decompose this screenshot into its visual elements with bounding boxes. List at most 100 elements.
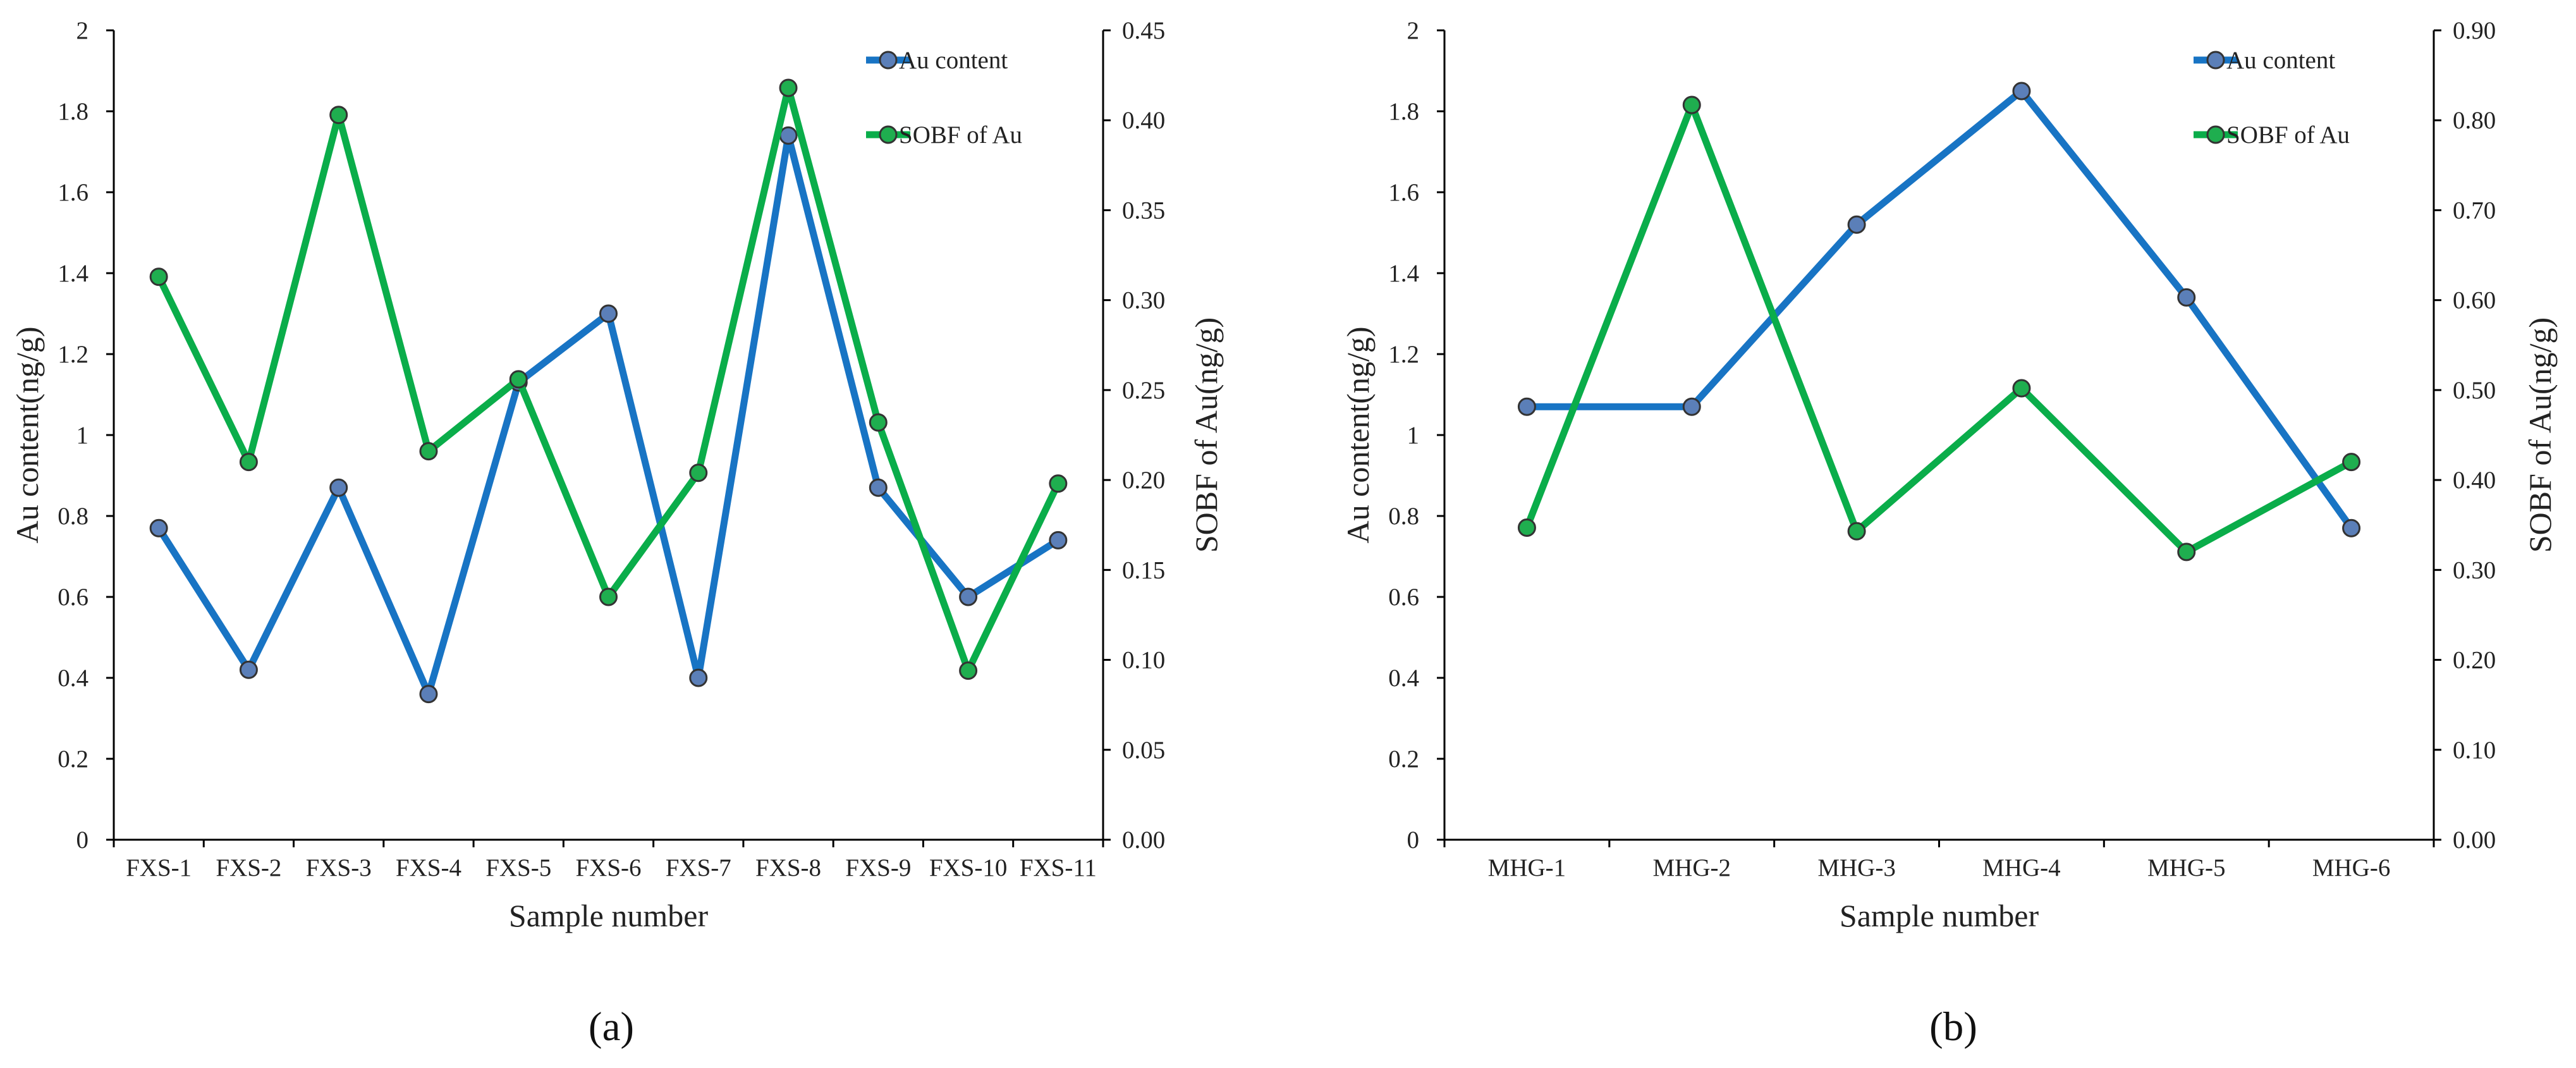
y-right-tick-label: 0.15 xyxy=(1122,556,1165,584)
series-line-au-content xyxy=(1523,87,2355,532)
data-point-au-content xyxy=(2342,519,2361,537)
x-tick-label: MHG-5 xyxy=(2147,854,2226,881)
data-point-au-content xyxy=(869,478,888,497)
data-point-sobf-of-au xyxy=(2342,453,2361,472)
data-point-au-content xyxy=(419,685,438,704)
data-point-au-content xyxy=(2012,82,2031,101)
data-point-sobf-of-au xyxy=(329,106,348,125)
chart-panel-b: (b) 0 0.2 0.4 0.6 0.8 1 1.2 1.4 1.6 1.8 2 0.00 0.10 0… xyxy=(1340,17,2558,1050)
y-left-tick-label: 1.4 xyxy=(1388,260,1419,287)
y-right-tick-label: 0.00 xyxy=(1122,826,1165,854)
y-axis-right-title: SOBF of Au(ng/g) xyxy=(1188,317,1224,553)
y-left-tick-label: 1.8 xyxy=(1388,98,1419,125)
data-point-au-content xyxy=(779,126,798,145)
series-line-sobf-of-au xyxy=(1523,101,2355,556)
data-point-sobf-of-au xyxy=(2012,379,2031,398)
y-left-tick-label: 1.2 xyxy=(58,341,89,368)
data-point-sobf-of-au xyxy=(959,661,978,680)
x-axis-title: Sample number xyxy=(509,898,709,933)
y-right-tick-label: 0.70 xyxy=(2453,197,2496,224)
y-left-tick-label: 0.8 xyxy=(58,503,89,530)
y-right-tick-label: 0.20 xyxy=(1122,467,1165,494)
y-right-tick-label: 0.10 xyxy=(2453,737,2496,764)
y-left-tick-label: 1.2 xyxy=(1388,341,1419,368)
y-right-tick-label: 0.10 xyxy=(1122,647,1165,674)
data-point-sobf-of-au xyxy=(2177,543,2196,562)
y-right-tick-label: 0.20 xyxy=(2453,647,2496,674)
legend-swatch-marker xyxy=(2206,125,2225,144)
x-tick-label: FXS-5 xyxy=(485,854,551,881)
x-axis-title: Sample number xyxy=(1840,898,2039,933)
data-point-sobf-of-au xyxy=(419,442,438,461)
x-tick-label: FXS-2 xyxy=(216,854,281,881)
data-point-sobf-of-au xyxy=(509,370,528,389)
y-left-tick-label: 1 xyxy=(76,422,89,449)
data-point-sobf-of-au xyxy=(869,413,888,432)
y-right-tick-label: 0.80 xyxy=(2453,107,2496,134)
x-tick-label: FXS-10 xyxy=(929,854,1008,881)
y-axis-right-title: SOBF of Au(ng/g) xyxy=(2522,317,2558,553)
y-right-tick-label: 0.30 xyxy=(2453,556,2496,584)
data-point-au-content xyxy=(1682,397,1701,416)
y-right-tick-label: 0.60 xyxy=(2453,287,2496,314)
panel-label-b: (b) xyxy=(1929,1004,1977,1050)
y-left-tick-label: 2 xyxy=(76,17,89,44)
y-left-tick-label: 0.2 xyxy=(1388,746,1419,773)
y-left-tick-label: 1 xyxy=(1407,422,1420,449)
data-point-sobf-of-au xyxy=(1682,95,1701,114)
data-point-au-content xyxy=(1049,531,1068,549)
data-point-au-content xyxy=(1517,397,1536,416)
legend-label: SOBF of Au xyxy=(899,121,1022,149)
y-right-tick-label: 0.00 xyxy=(2453,826,2496,854)
x-tick-label: FXS-9 xyxy=(845,854,911,881)
data-point-sobf-of-au xyxy=(1847,522,1866,541)
data-point-sobf-of-au xyxy=(239,453,258,472)
y-left-tick-label: 0.6 xyxy=(58,584,89,611)
y-left-tick-label: 1.6 xyxy=(58,179,89,206)
data-point-au-content xyxy=(959,587,978,606)
y-left-tick-label: 1.8 xyxy=(58,98,89,125)
y-right-tick-label: 0.25 xyxy=(1122,377,1165,404)
y-right-tick-label: 0.45 xyxy=(1122,17,1165,44)
y-right-tick-label: 0.35 xyxy=(1122,197,1165,224)
data-point-au-content xyxy=(2177,288,2196,307)
data-point-au-content xyxy=(239,660,258,679)
x-tick-label: MHG-3 xyxy=(1817,854,1896,881)
data-point-sobf-of-au xyxy=(149,267,168,286)
chart-panel-a: (a) 0 0.2 0.4 0.6 0.8 1 1.2 1.4 1.6 1.8 2 0.00 0.05 0… xyxy=(9,17,1224,1050)
data-point-sobf-of-au xyxy=(779,78,798,97)
panel-label-a: (a) xyxy=(589,1004,634,1050)
data-point-au-content xyxy=(1847,215,1866,234)
x-tick-label: FXS-7 xyxy=(666,854,731,881)
y-right-tick-label: 0.90 xyxy=(2453,17,2496,44)
y-left-tick-label: 2 xyxy=(1407,17,1420,44)
x-tick-label: MHG-1 xyxy=(1488,854,1566,881)
y-axis-left-title: Au content(ng/g) xyxy=(9,327,45,544)
legend-swatch-marker xyxy=(2206,51,2225,70)
data-point-sobf-of-au xyxy=(1049,474,1068,493)
y-left-tick-label: 1.6 xyxy=(1388,179,1419,206)
legend-label: SOBF of Au xyxy=(2226,121,2350,149)
data-point-au-content xyxy=(149,519,168,537)
x-tick-label: FXS-4 xyxy=(396,854,461,881)
x-tick-label: FXS-3 xyxy=(306,854,372,881)
data-point-au-content xyxy=(599,304,618,323)
x-tick-label: FXS-11 xyxy=(1020,854,1097,881)
x-tick-label: FXS-1 xyxy=(126,854,192,881)
y-left-tick-label: 0.8 xyxy=(1388,503,1419,530)
legend-swatch-marker xyxy=(879,51,898,70)
y-right-tick-label: 0.40 xyxy=(2453,467,2496,494)
x-tick-label: MHG-4 xyxy=(1982,854,2061,881)
y-axis-left-title: Au content(ng/g) xyxy=(1340,327,1376,544)
y-left-tick-label: 0.6 xyxy=(1388,584,1419,611)
x-tick-label: FXS-6 xyxy=(575,854,641,881)
x-tick-label: FXS-8 xyxy=(755,854,821,881)
legend-label: Au content xyxy=(2226,47,2335,74)
legend-swatch-marker xyxy=(879,125,898,144)
data-point-sobf-of-au xyxy=(689,463,708,482)
data-point-au-content xyxy=(689,668,708,687)
y-left-tick-label: 1.4 xyxy=(58,260,89,287)
legend-label: Au content xyxy=(899,47,1008,74)
y-right-tick-label: 0.30 xyxy=(1122,287,1165,314)
